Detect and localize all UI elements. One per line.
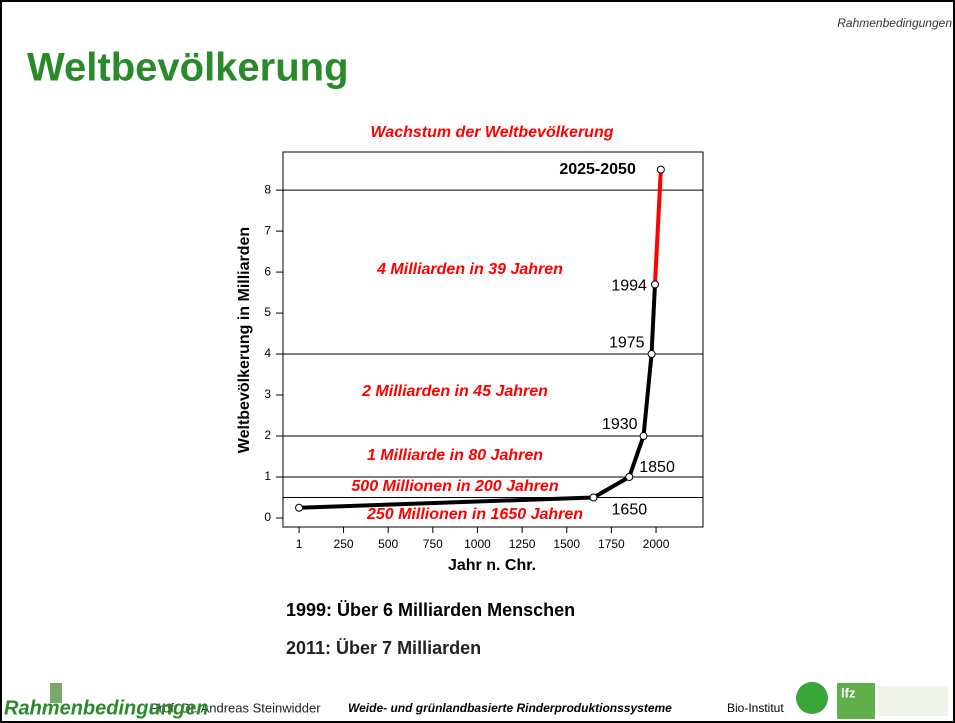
y-tick-label: 5 bbox=[264, 305, 271, 319]
data-point bbox=[656, 165, 665, 174]
y-tick-label: 4 bbox=[264, 346, 271, 360]
x-tick-label: 250 bbox=[334, 537, 354, 551]
y-tick-label: 3 bbox=[264, 387, 271, 401]
slide-title: Weltbevölkerung bbox=[27, 46, 349, 90]
data-point bbox=[647, 350, 656, 359]
note: 2011: Über 7 Milliarden bbox=[286, 638, 481, 658]
x-tick-label: 1500 bbox=[553, 537, 580, 551]
x-tick-label: 750 bbox=[423, 537, 443, 551]
annotation: 500 Millionen in 200 Jahren bbox=[351, 478, 558, 495]
section-label: Rahmenbedingungen bbox=[837, 16, 952, 30]
logo-box bbox=[837, 683, 875, 719]
plot-frame bbox=[282, 151, 704, 528]
line-series bbox=[299, 284, 657, 510]
footer-section: Rahmenbedingungen bbox=[4, 697, 208, 719]
x-tick-label: 1 bbox=[296, 537, 303, 551]
logo-text: lfz bbox=[841, 685, 856, 700]
point-label: 2025-2050 bbox=[559, 161, 636, 178]
footer-icon bbox=[50, 683, 62, 703]
y-tick-label: 0 bbox=[264, 510, 271, 524]
line-series bbox=[652, 169, 663, 285]
point-label: 1994 bbox=[611, 278, 647, 295]
x-tick-label: 1000 bbox=[464, 537, 491, 551]
footer-course: Weide- und grünlandbasierte Rinderproduk… bbox=[348, 701, 672, 715]
y-tick-label: 7 bbox=[264, 223, 271, 237]
point-label: 1930 bbox=[602, 416, 638, 433]
y-axis-label: Weltbevölkerung in Milliarden bbox=[236, 227, 253, 453]
annotation: 1 Milliarde in 80 Jahren bbox=[367, 447, 543, 464]
point-label: 1650 bbox=[612, 502, 648, 519]
y-tick-label: 2 bbox=[264, 428, 271, 442]
footer-institute: Bio-Institut bbox=[727, 701, 784, 715]
data-point bbox=[295, 503, 304, 512]
annotation: 4 Milliarden in 39 Jahren bbox=[376, 261, 563, 278]
x-tick-label: 500 bbox=[378, 537, 398, 551]
point-label: 1850 bbox=[639, 459, 675, 476]
x-tick-label: 1750 bbox=[598, 537, 625, 551]
y-tick-label: 1 bbox=[264, 469, 271, 483]
data-point bbox=[650, 280, 659, 289]
chart-title: Wachstum der Weltbevölkerung bbox=[370, 124, 613, 141]
annotation: 2 Milliarden in 45 Jahren bbox=[361, 383, 548, 400]
note: 1999: Über 6 Milliarden Menschen bbox=[286, 600, 575, 620]
data-point bbox=[625, 473, 634, 481]
annotation: 250 Millionen in 1650 Jahren bbox=[366, 506, 583, 523]
data-point bbox=[639, 432, 648, 441]
logo-caption bbox=[878, 686, 948, 716]
y-tick-label: 6 bbox=[264, 264, 271, 278]
x-tick-label: 1250 bbox=[509, 537, 536, 551]
x-tick-label: 2000 bbox=[643, 537, 670, 551]
point-label: 1975 bbox=[609, 334, 645, 351]
data-point bbox=[589, 493, 598, 502]
logo-circle bbox=[796, 682, 828, 714]
footer-author: Prof. Dr. Andreas Steinwidder bbox=[150, 700, 321, 715]
y-tick-label: 8 bbox=[264, 182, 271, 196]
x-axis-label: Jahr n. Chr. bbox=[448, 557, 536, 574]
